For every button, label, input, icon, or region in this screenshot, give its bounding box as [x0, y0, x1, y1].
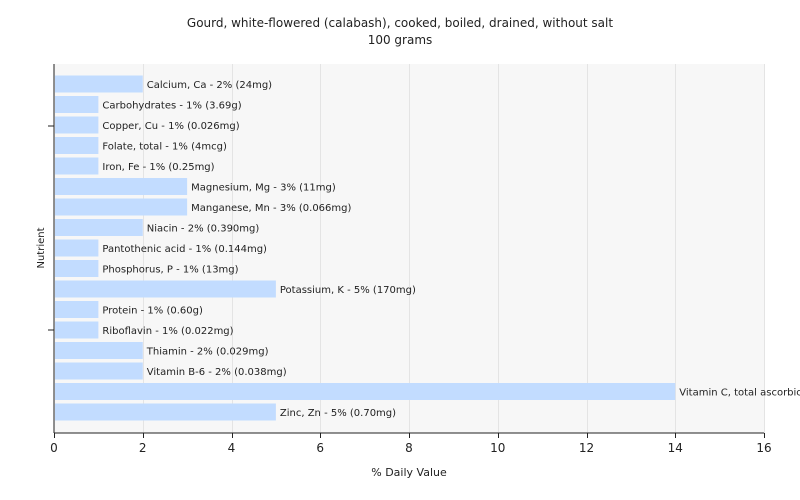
x-tick-label: 16 [756, 441, 771, 455]
bar [55, 301, 99, 318]
chart-title: Gourd, white-flowered (calabash), cooked… [186, 16, 614, 30]
bar-label: Riboflavin - 1% (0.022mg) [102, 326, 233, 337]
bar [55, 260, 99, 277]
chart-subtitle: 100 grams [367, 33, 433, 47]
bar-label: Copper, Cu - 1% (0.026mg) [102, 121, 239, 132]
bar-label: Zinc, Zn - 5% (0.70mg) [280, 408, 396, 419]
y-axis-label: Nutrient [36, 227, 47, 268]
bar-label: Thiamin - 2% (0.029mg) [146, 347, 269, 358]
bar [55, 157, 99, 175]
bar [55, 116, 99, 134]
bar-label: Calcium, Ca - 2% (24mg) [147, 80, 272, 91]
bar-label: Folate, total - 1% (4mcg) [102, 142, 227, 153]
grid-lines [143, 64, 765, 433]
bar [55, 96, 99, 113]
bar-label: Carbohydrates - 1% (3.69g) [102, 101, 241, 112]
bar [55, 178, 188, 195]
x-tick-label: 10 [490, 441, 505, 455]
x-tick-label: 2 [139, 441, 147, 455]
bar-label: Potassium, K - 5% (170mg) [280, 285, 416, 296]
bar-label: Magnesium, Mg - 3% (11mg) [191, 183, 336, 194]
bar [55, 362, 143, 380]
bar [55, 198, 188, 216]
bar [55, 137, 99, 154]
bar [55, 342, 143, 359]
x-tick-label: 12 [579, 441, 594, 455]
x-tick-label: 8 [405, 441, 413, 455]
bar-label: Phosphorus, P - 1% (13mg) [102, 265, 238, 276]
x-tick-label: 14 [668, 441, 683, 455]
x-axis-ticks: 0 2 4 6 8 10 12 14 16 [50, 433, 772, 455]
bar-label: Vitamin C, total ascorbic acid - 14% (8.… [679, 388, 800, 399]
bar [55, 239, 99, 257]
bars [55, 75, 676, 421]
x-tick-label: 0 [50, 441, 58, 455]
bar [55, 321, 99, 339]
bar [55, 75, 143, 93]
bar [55, 280, 276, 298]
bar-label: Protein - 1% (0.60g) [102, 306, 203, 317]
bar-labels: Calcium, Ca - 2% (24mg) Carbohydrates - 1… [102, 80, 800, 419]
bar [55, 219, 143, 236]
bar-label: Niacin - 2% (0.390mg) [147, 224, 260, 235]
bar-label: Vitamin B-6 - 2% (0.038mg) [147, 367, 287, 378]
bar [55, 383, 676, 400]
bar [55, 403, 276, 421]
x-tick-label: 6 [316, 441, 324, 455]
x-tick-label: 4 [228, 441, 236, 455]
bar-label: Iron, Fe - 1% (0.25mg) [102, 162, 214, 173]
bar-label: Pantothenic acid - 1% (0.144mg) [102, 244, 267, 255]
bar-label: Manganese, Mn - 3% (0.066mg) [191, 203, 351, 214]
x-axis-label: % Daily Value [371, 466, 447, 479]
